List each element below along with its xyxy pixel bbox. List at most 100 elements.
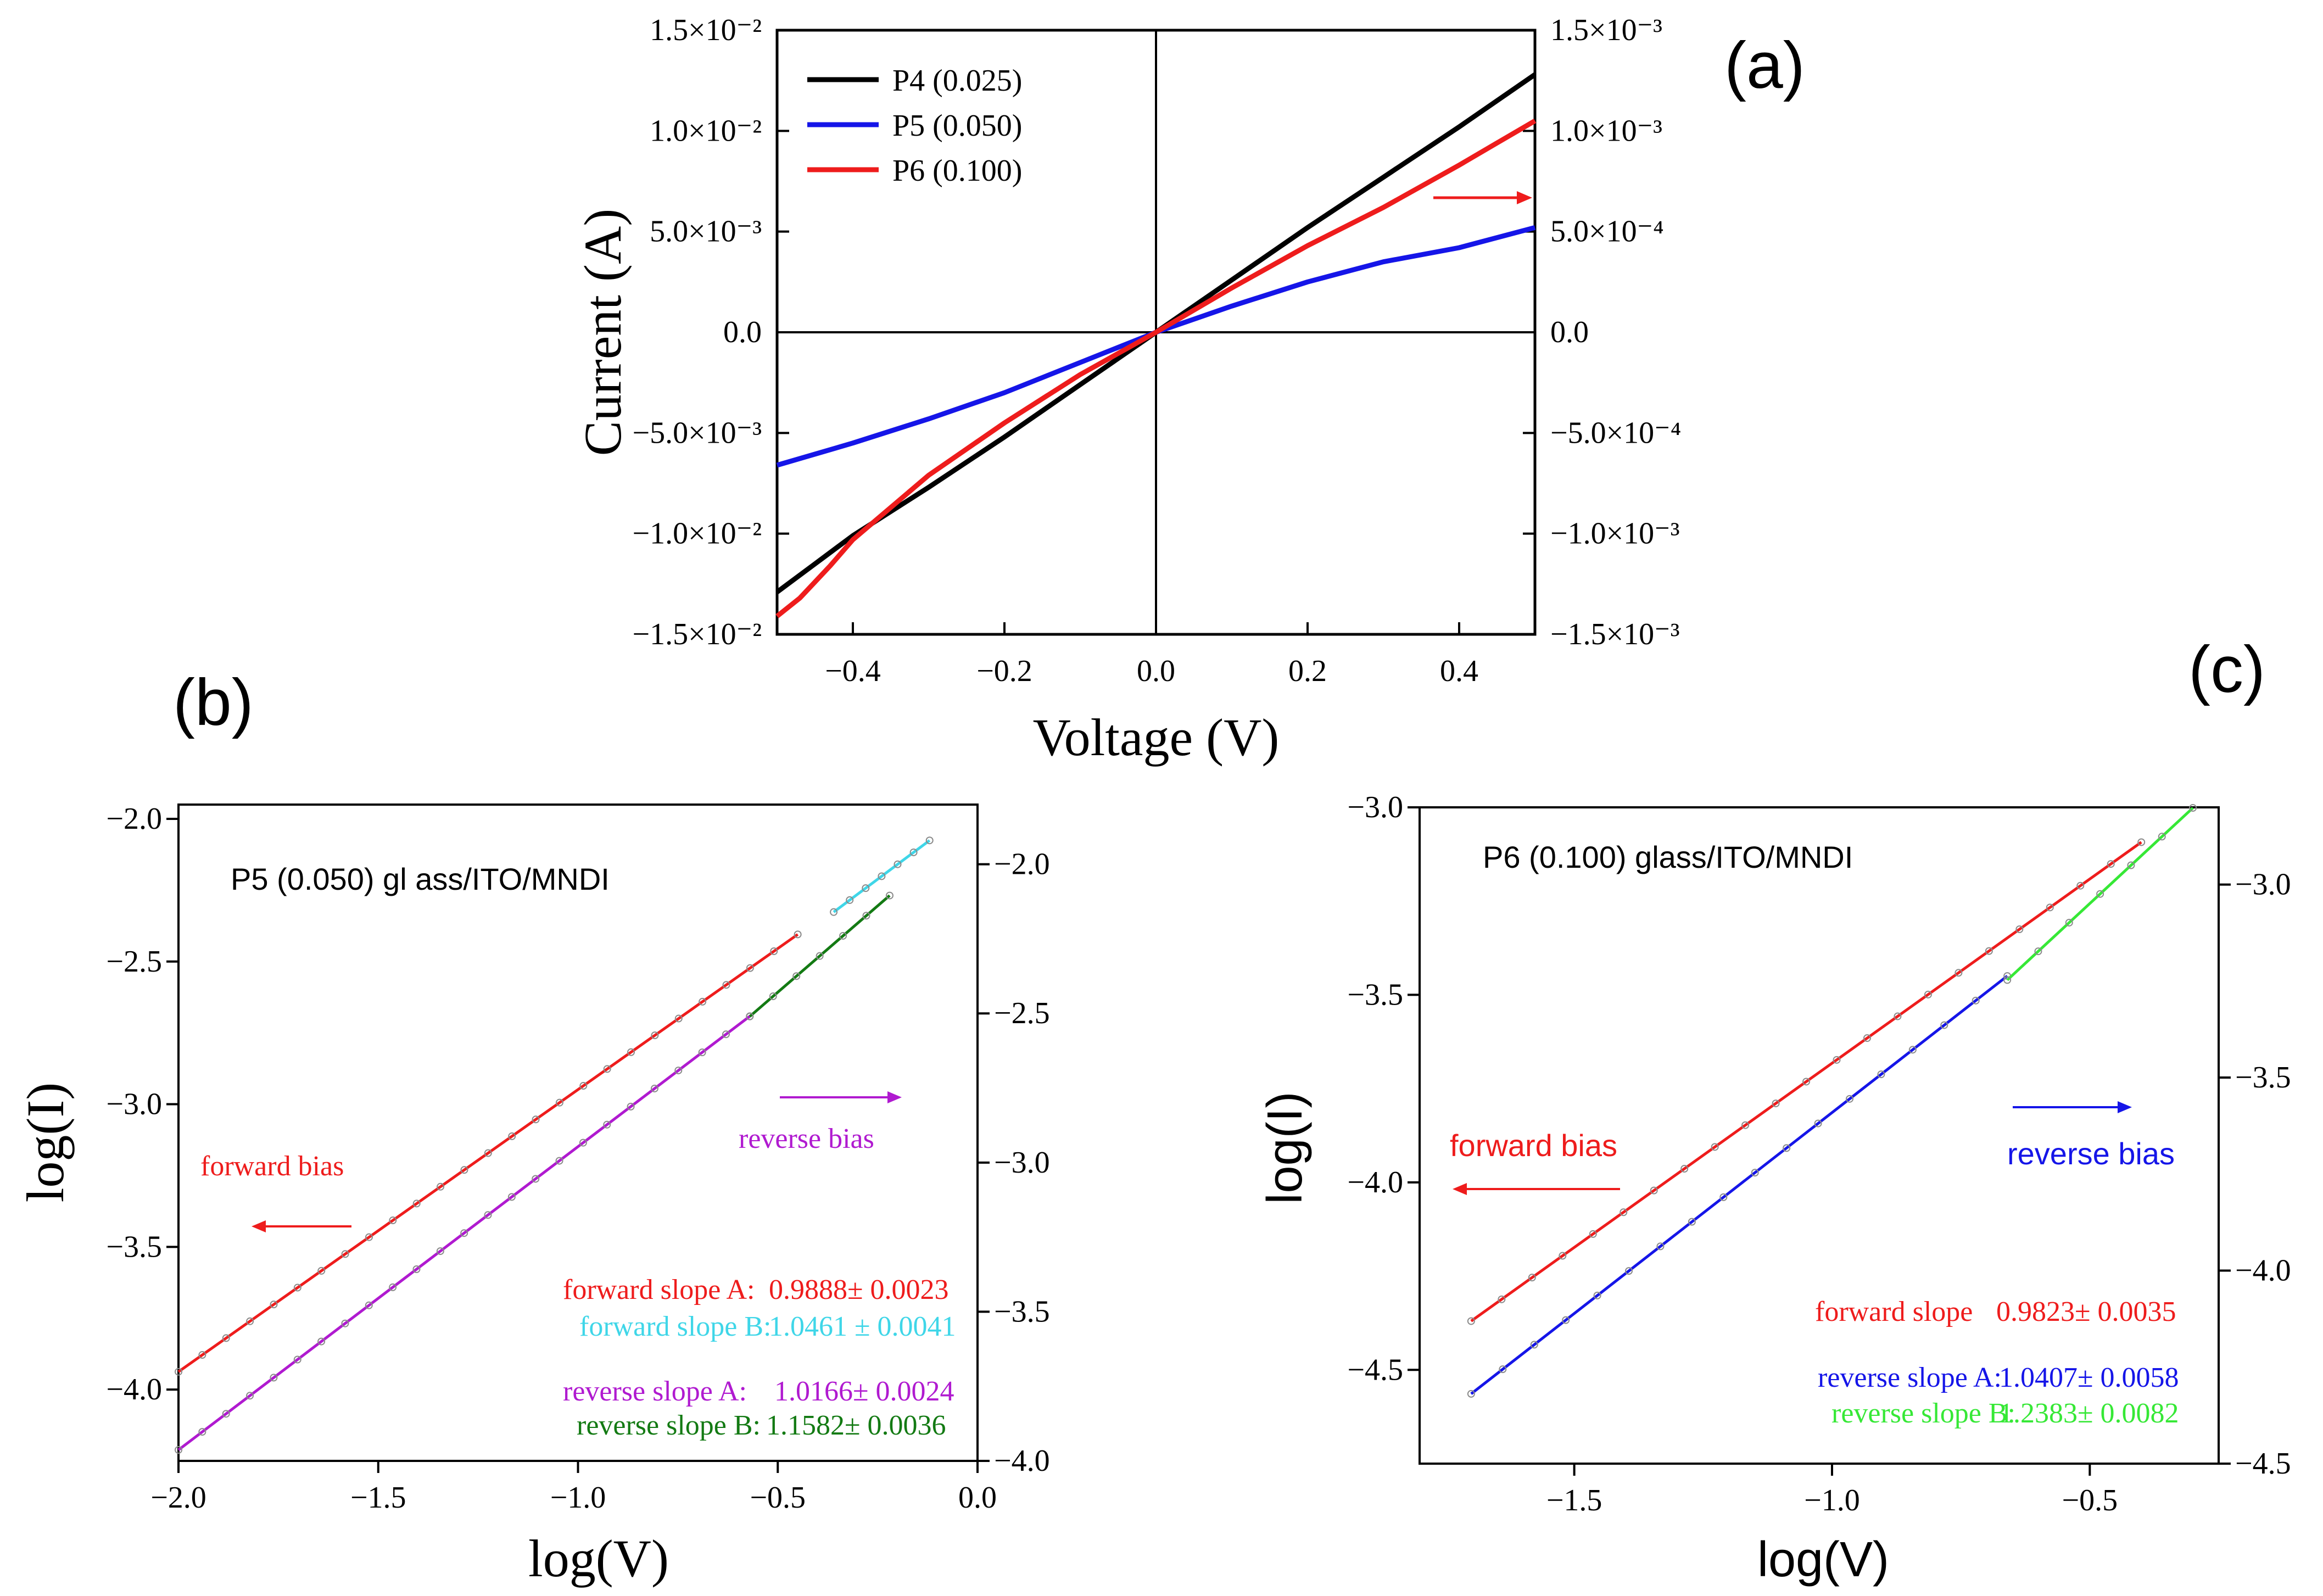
panel-c-ylabel: log(I): [1258, 1091, 1313, 1204]
data-point: [1741, 1121, 1750, 1129]
data-point: [839, 931, 847, 940]
data-point: [1940, 1021, 1948, 1029]
data-point: [603, 1065, 611, 1073]
data-point: [2158, 833, 2166, 841]
forward-arrow-b: [252, 1220, 351, 1232]
data-point: [317, 1266, 326, 1275]
legend-label: P4 (0.025): [892, 64, 1022, 98]
data-point: [1833, 1056, 1841, 1064]
data-point: [579, 1139, 587, 1147]
data-point: [1467, 1389, 1475, 1398]
slope-annotation: reverse slope A: 1.0166± 0.0024: [563, 1376, 954, 1407]
data-point: [1772, 1100, 1780, 1108]
fit-line: [833, 839, 931, 913]
panel-a-xlabel: Voltage (V): [1033, 708, 1280, 767]
data-point: [222, 1334, 230, 1342]
data-point: [293, 1355, 301, 1364]
data-point: [1467, 1317, 1475, 1325]
data-point: [792, 972, 801, 980]
x-tick-label: −1.5: [1546, 1483, 1602, 1517]
y-left-tick-label: −3.5: [106, 1230, 162, 1264]
y-left-tick-label: −3.0: [106, 1087, 162, 1121]
legend: P4 (0.025) P5 (0.050) P6 (0.100): [807, 64, 1022, 188]
y-right-tick-label: −5.0×10⁻⁴: [1550, 416, 1681, 450]
panel-b-ylabel: log(I): [16, 1082, 75, 1203]
data-point: [2127, 861, 2135, 869]
right-axis-arrow: [1433, 191, 1532, 204]
data-point: [2003, 976, 2012, 984]
x-tick-label: −1.0: [550, 1481, 606, 1515]
data-point: [816, 952, 824, 960]
y-left-tick-label: 0.0: [723, 315, 762, 349]
data-point: [746, 964, 754, 972]
fit-line: [2006, 807, 2194, 981]
data-point: [389, 1216, 397, 1225]
data-point: [198, 1428, 206, 1436]
panel-b-title: P5 (0.050) gl ass/ITO/MNDI: [231, 862, 610, 896]
data-point: [1589, 1230, 1597, 1238]
panel-label-b: (b): [173, 666, 254, 739]
panel-a-ylabel: Current (A): [573, 209, 632, 456]
y-left-tick-label: −1.0×10⁻²: [632, 517, 762, 551]
data-point: [909, 848, 918, 856]
data-point: [270, 1374, 278, 1382]
y-left-tick-label: −1.5×10⁻²: [632, 617, 762, 651]
data-point: [699, 997, 707, 1006]
data-point: [769, 992, 777, 1001]
panel-a-y-ticks-left: 1.5×10⁻² 1.0×10⁻² 5.0×10⁻³ 0.0 −5.0×10⁻³ −1.0…: [632, 13, 789, 651]
data-point: [484, 1211, 492, 1219]
data-point: [1955, 969, 1963, 977]
x-tick-label: −1.5: [350, 1481, 406, 1515]
data-point: [246, 1317, 254, 1325]
panel-b-reverse-label: reverse bias: [739, 1123, 874, 1154]
data-point: [1530, 1341, 1538, 1349]
data-point: [2189, 804, 2197, 812]
data-point: [722, 1030, 730, 1039]
data-point: [1924, 990, 1932, 998]
panel-b-x-ticks: −2.0 −1.5 −1.0 −0.5 0.0: [150, 1461, 997, 1515]
y-right-tick-label: −4.0: [994, 1444, 1050, 1478]
data-point: [1814, 1119, 1822, 1128]
x-tick-label: −1.0: [1804, 1483, 1860, 1517]
data-point: [1625, 1267, 1633, 1275]
data-point: [894, 860, 902, 868]
panel-c-title: P6 (0.100) glass/ITO/MNDI: [1483, 840, 1853, 874]
data-point: [1498, 1295, 1506, 1303]
data-point: [1877, 1070, 1885, 1079]
panel-c-reverse-label: reverse bias: [2007, 1136, 2175, 1171]
data-point: [1751, 1169, 1759, 1177]
x-tick-label: 0.4: [1440, 654, 1478, 688]
panel-a: −0.4 −0.2 0.0 0.2 0.4 1.5×10⁻² 1.0×10⁻² 5.0×10…: [573, 13, 1681, 767]
data-point: [555, 1157, 563, 1165]
panel-b-y-ticks-right: −2.0 −2.5 −3.0 −3.5 −4.0: [978, 847, 1050, 1478]
y-right-tick-label: −2.5: [994, 996, 1050, 1030]
data-point: [389, 1283, 397, 1291]
data-point: [1894, 1012, 1902, 1020]
panel-c-y-ticks-right: −3.0 −3.5 −4.0 −4.5: [2219, 868, 2291, 1481]
y-right-tick-label: −3.0: [2235, 868, 2291, 902]
data-point: [2076, 881, 2085, 890]
data-point: [175, 1446, 182, 1454]
data-point: [1562, 1316, 1570, 1324]
reverse-arrow-b: [780, 1091, 902, 1103]
data-point: [436, 1247, 444, 1255]
data-point: [507, 1193, 516, 1201]
data-point: [532, 1115, 540, 1124]
data-point: [650, 1084, 658, 1092]
data-point: [1719, 1193, 1728, 1201]
y-right-tick-label: −1.0×10⁻³: [1550, 517, 1680, 551]
data-point: [794, 930, 802, 939]
y-left-tick-label: −4.0: [106, 1372, 162, 1407]
data-point: [925, 836, 934, 845]
data-point: [722, 981, 730, 989]
data-point: [1985, 947, 1993, 955]
data-point: [603, 1120, 611, 1129]
reverse-arrow-c: [2013, 1101, 2132, 1113]
y-right-tick-label: 5.0×10⁻⁴: [1550, 215, 1664, 249]
data-point: [1656, 1242, 1665, 1251]
y-right-tick-label: 0.0: [1550, 315, 1589, 349]
data-point: [2096, 890, 2104, 898]
fit-line: [177, 1015, 751, 1452]
panel-b-y-ticks-left: −2.0 −2.5 −3.0 −3.5 −4.0: [106, 802, 178, 1407]
data-point: [317, 1337, 326, 1346]
